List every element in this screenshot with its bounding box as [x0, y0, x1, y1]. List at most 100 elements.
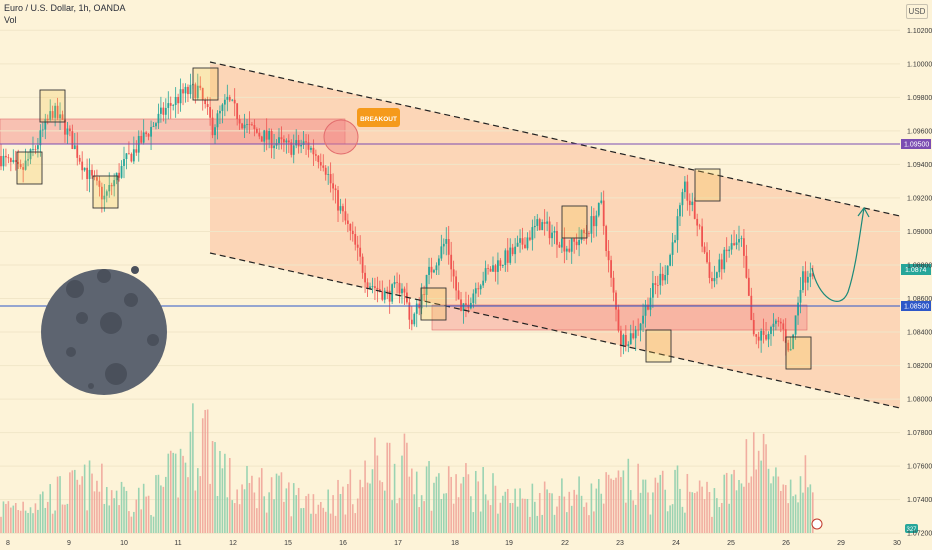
candle-body	[238, 119, 241, 124]
volume-bar	[585, 502, 588, 533]
volume-bar	[657, 482, 659, 533]
volume-bar	[760, 460, 762, 533]
candle-body	[765, 334, 767, 340]
volume-bar	[526, 498, 529, 533]
currency-button[interactable]: USD	[906, 4, 928, 19]
candle	[797, 296, 799, 325]
volume-bar	[322, 507, 325, 533]
candle-body	[236, 103, 239, 120]
candle-body	[420, 294, 423, 309]
candle	[575, 233, 578, 250]
volume-bar	[320, 501, 322, 533]
volume-bar	[548, 492, 551, 533]
candle-body	[629, 333, 632, 345]
volume-bar	[772, 476, 775, 533]
volume-bar	[482, 467, 484, 533]
candle-body	[359, 247, 362, 257]
candle-body	[445, 238, 448, 244]
y-tick-label: 1.09800	[907, 95, 932, 102]
candle	[327, 166, 330, 185]
candle-body	[56, 105, 59, 119]
candle	[715, 271, 718, 285]
candle-body	[408, 302, 411, 320]
candle	[634, 325, 637, 351]
candle-body	[147, 134, 150, 137]
candle	[556, 222, 558, 258]
candle	[588, 230, 590, 237]
volume-bar	[24, 510, 27, 533]
candle	[430, 257, 433, 279]
volume-bar	[7, 501, 10, 533]
volume-bar	[723, 474, 726, 533]
volume-bar	[381, 482, 384, 533]
volume-bar	[391, 500, 393, 533]
volume-bar	[305, 496, 307, 533]
volume-bar	[403, 433, 406, 533]
volume-bar	[160, 485, 162, 533]
candle	[140, 130, 143, 144]
volume-bar	[243, 489, 246, 533]
volume-bar	[157, 474, 160, 533]
candle-body	[681, 192, 684, 206]
volume-bar	[566, 512, 568, 533]
candle	[403, 286, 406, 306]
candle	[177, 93, 180, 114]
volume-bar	[755, 469, 758, 533]
candle	[248, 111, 251, 134]
candle-body	[91, 169, 93, 176]
candle-body	[659, 273, 662, 286]
candle-body	[519, 238, 521, 243]
candle	[501, 264, 504, 268]
candle-body	[472, 293, 475, 304]
volume-bar	[529, 516, 531, 533]
volume-bar	[317, 504, 320, 533]
candle-body	[157, 113, 160, 124]
candle-body	[775, 320, 777, 324]
candle	[558, 241, 561, 249]
volume-bar	[155, 475, 157, 533]
candle-body	[361, 256, 364, 273]
volume-bar	[782, 484, 785, 533]
candle	[223, 94, 226, 117]
candle-body	[506, 250, 509, 263]
candle-body	[383, 290, 386, 300]
candle	[671, 232, 674, 267]
candle	[108, 172, 111, 198]
candle-body	[155, 123, 157, 127]
volume-bar	[366, 482, 369, 533]
candle	[708, 250, 711, 284]
candle	[41, 122, 44, 138]
candle	[725, 237, 728, 263]
volume-bar	[199, 476, 202, 533]
volume-bar	[226, 497, 229, 533]
candle	[160, 96, 162, 123]
candle-body	[371, 286, 374, 288]
candle-body	[219, 110, 221, 114]
volume-bar	[602, 503, 605, 533]
volume-bar	[561, 478, 563, 533]
candle	[733, 230, 735, 246]
candle	[398, 274, 401, 304]
candle-body	[98, 180, 101, 187]
volume-bar	[607, 474, 610, 533]
candle-body	[637, 329, 640, 331]
candle-body	[354, 234, 357, 245]
volume-bar	[745, 439, 748, 533]
candle-body	[374, 286, 376, 288]
candle	[659, 262, 662, 295]
candle-body	[770, 326, 772, 334]
candle-body	[381, 291, 384, 300]
volume-bar	[241, 484, 243, 533]
volume-bar	[551, 493, 553, 533]
candle	[809, 262, 812, 288]
volume-bar	[137, 487, 140, 533]
candle-body	[169, 103, 172, 106]
volume-bar	[807, 487, 809, 533]
candle-body	[797, 302, 799, 316]
volume-bar	[209, 483, 211, 533]
volume-bar	[620, 477, 622, 533]
volume-bar	[147, 495, 150, 533]
candle	[300, 139, 303, 154]
candle	[182, 83, 184, 106]
volume-bar	[120, 481, 123, 533]
